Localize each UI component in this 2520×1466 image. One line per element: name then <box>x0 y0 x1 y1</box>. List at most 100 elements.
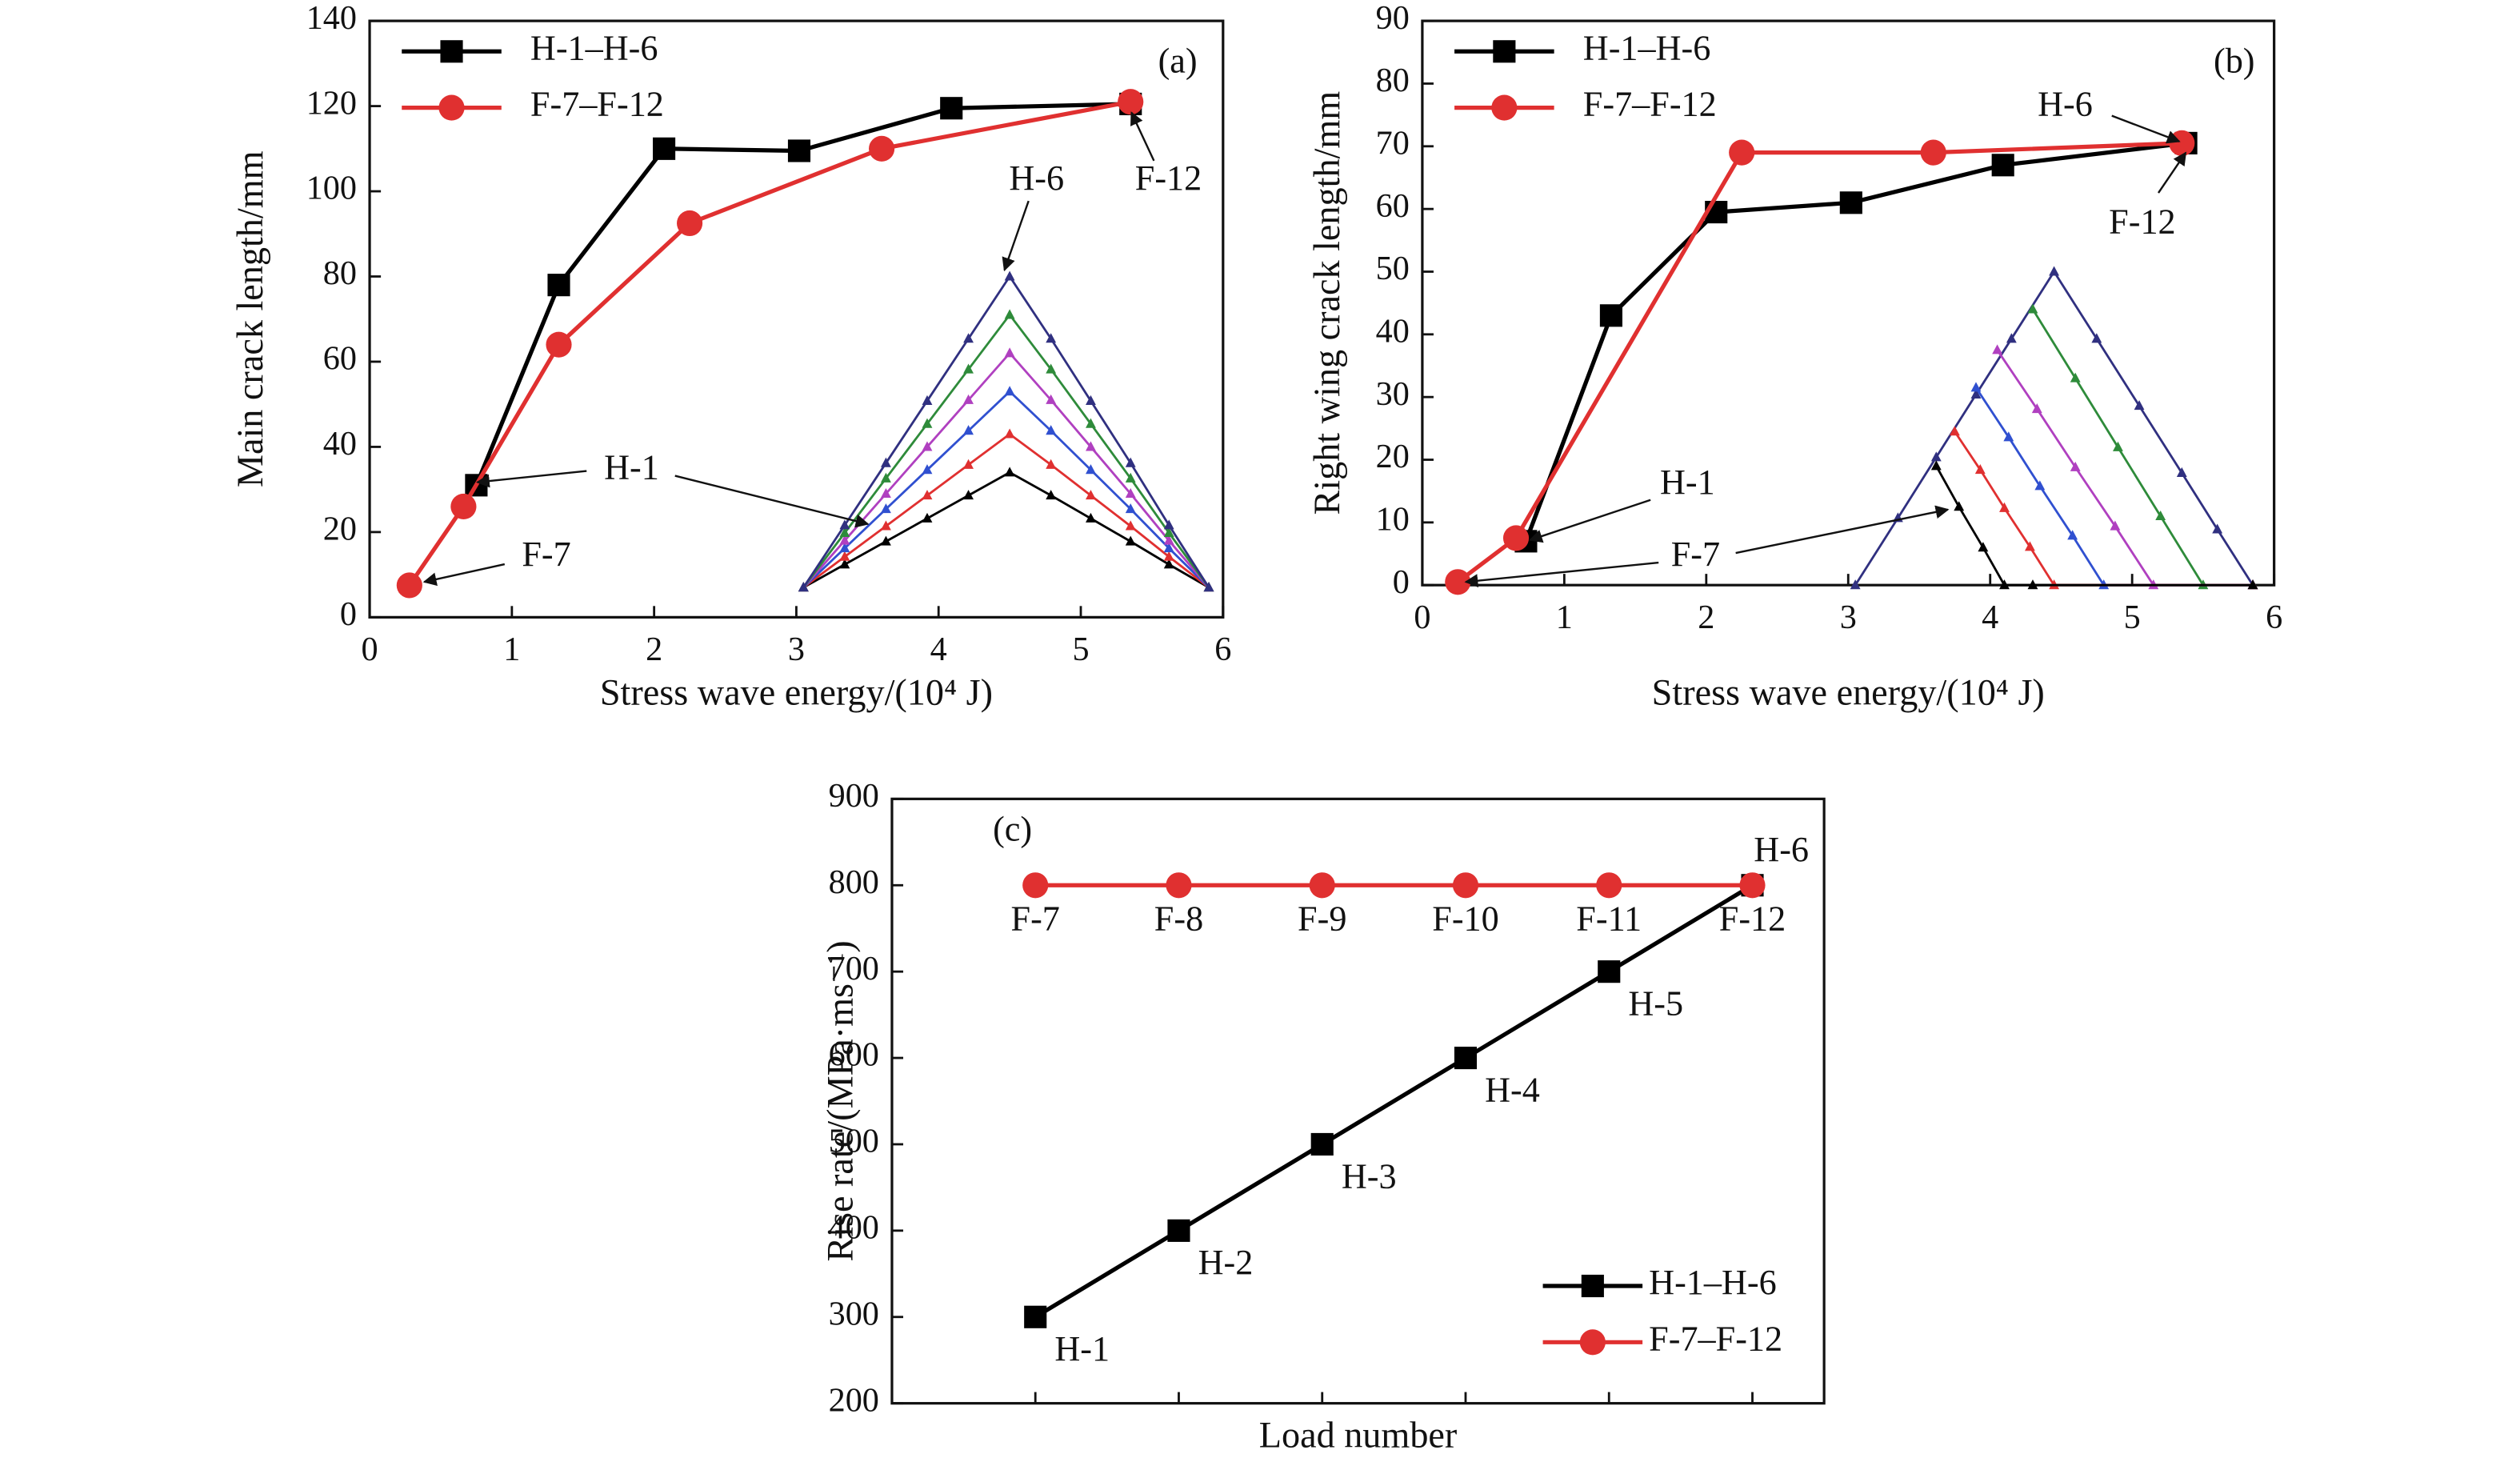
inset-marker <box>1004 309 1015 319</box>
y-tick-label: 80 <box>1376 62 1410 99</box>
legend-marker <box>1581 1274 1604 1298</box>
x-tick-label: 3 <box>1840 599 1857 636</box>
marker <box>450 493 477 520</box>
inset-marker <box>1046 333 1057 343</box>
y-tick-label: 30 <box>1376 375 1410 413</box>
inset-marker <box>839 551 850 561</box>
inset-marker <box>1970 389 1982 399</box>
marker <box>653 137 676 160</box>
x-tick-label: 0 <box>362 631 378 668</box>
y-axis-title: Main crack length/mm <box>230 150 270 487</box>
inset-marker <box>922 512 933 523</box>
inset-marker <box>922 395 933 405</box>
inset-marker <box>922 490 933 500</box>
inset-marker <box>839 527 850 537</box>
y-axis-title: Right wing crack length/mm <box>1306 91 1347 515</box>
annotation-arrow <box>1002 200 1030 272</box>
y-axis-title: Rise rate/(MPa·ms⁻¹) <box>819 940 860 1261</box>
inset-marker <box>798 582 809 592</box>
inset-marker <box>1125 487 1136 499</box>
inset-marker <box>2049 266 2060 276</box>
marker <box>1599 304 1622 327</box>
x-tick-label: 1 <box>503 631 520 668</box>
inset-marker <box>922 418 933 428</box>
inset-marker <box>1046 394 1057 404</box>
inset-marker <box>2247 579 2258 590</box>
inset-marker <box>1086 418 1096 428</box>
series-line <box>1456 141 2182 584</box>
legend-marker <box>1491 94 1518 121</box>
inset-marker <box>2091 333 2102 343</box>
inset-marker <box>881 472 891 483</box>
inset-line <box>2031 308 2254 587</box>
inset-marker <box>2155 510 2166 521</box>
inset-marker <box>1004 467 1015 477</box>
inset-marker <box>1046 490 1057 500</box>
legend-label: F-7–F-12 <box>1583 85 1717 124</box>
y-tick-label: 900 <box>829 777 879 815</box>
x-tick-label: 4 <box>930 631 947 668</box>
y-tick-label: 0 <box>1393 563 1410 601</box>
x-axis-title: Load number <box>1259 1414 1458 1455</box>
series-line <box>1524 141 2186 543</box>
inset-marker <box>922 464 933 475</box>
inset-marker <box>1086 512 1096 523</box>
inset-marker <box>881 487 891 499</box>
annotation: H-1 <box>1660 463 1715 502</box>
inset-marker <box>1163 551 1174 561</box>
point-label: F-11 <box>1576 899 1642 939</box>
inset-marker <box>1086 441 1096 451</box>
point-label: F-9 <box>1298 899 1346 939</box>
inset-marker <box>1163 527 1174 537</box>
point-label: H-2 <box>1198 1243 1254 1282</box>
inset-marker <box>1954 501 1965 511</box>
annotation-arrow <box>674 475 870 528</box>
x-axis-title: Stress wave energy/(10⁴ J) <box>1652 671 2045 712</box>
annotation: F-12 <box>2109 202 2175 241</box>
legend-marker <box>1493 40 1516 63</box>
marker <box>1454 1046 1478 1070</box>
point-label: H-1 <box>1054 1329 1110 1368</box>
marker <box>1024 1305 1047 1328</box>
marker <box>1596 872 1622 899</box>
inset-marker <box>1974 464 1986 475</box>
inset-marker <box>1999 579 2010 590</box>
annotation-arrow <box>2157 151 2187 194</box>
inset-marker <box>1004 428 1015 439</box>
inset-marker <box>2003 431 2014 442</box>
inset-line <box>1854 269 2254 586</box>
legend-label: H-1–H-6 <box>1649 1263 1777 1302</box>
panel-label: (b) <box>2214 41 2255 80</box>
inset-marker <box>963 425 974 435</box>
annotation: F-7 <box>1671 535 1720 574</box>
inset-marker <box>1125 472 1136 483</box>
annotation-arrow <box>2111 114 2181 144</box>
marker <box>1991 154 2014 177</box>
inset-marker <box>1203 582 1214 592</box>
y-tick-label: 60 <box>1376 187 1410 225</box>
inset-marker <box>839 543 850 553</box>
marker <box>1598 960 1621 983</box>
legend-marker <box>438 94 465 121</box>
legend-label: F-7–F-12 <box>1649 1319 1782 1358</box>
y-tick-label: 120 <box>306 84 357 122</box>
inset-marker <box>1046 459 1057 469</box>
y-tick-label: 400 <box>829 1209 879 1247</box>
inset-marker <box>2031 403 2042 414</box>
inset-marker <box>2024 541 2035 551</box>
inset-marker <box>1970 382 1982 392</box>
x-tick-label: 0 <box>1414 599 1430 636</box>
annotation: H-6 <box>2038 85 2093 124</box>
series-line <box>474 102 1131 487</box>
inset-marker <box>963 363 974 374</box>
inset-marker <box>839 559 850 569</box>
legend-label: H-1–H-6 <box>1583 28 1711 67</box>
inset-marker <box>2113 441 2123 451</box>
panel-label: (c) <box>993 810 1032 849</box>
inset-marker <box>1086 464 1096 475</box>
point-label: H-3 <box>1342 1156 1397 1196</box>
inset-marker <box>963 394 974 404</box>
annotation-arrow <box>1735 505 1950 555</box>
y-tick-label: 40 <box>1376 313 1410 350</box>
